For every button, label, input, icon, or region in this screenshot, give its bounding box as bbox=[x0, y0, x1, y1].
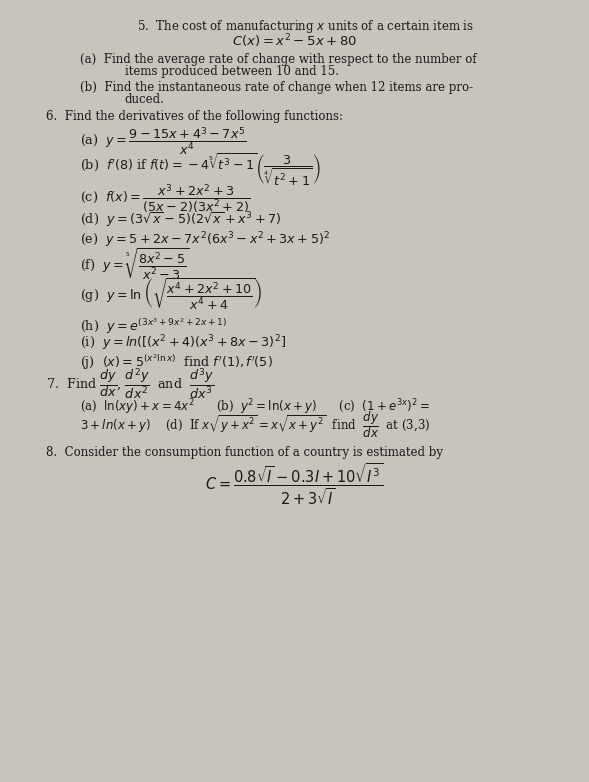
Text: (f)  $y = \sqrt[5]{\dfrac{8x^2 - 5}{x^2 - 3}}$: (f) $y = \sqrt[5]{\dfrac{8x^2 - 5}{x^2 -… bbox=[80, 247, 189, 282]
Text: (b)  Find the instantaneous rate of change when 12 items are pro-: (b) Find the instantaneous rate of chang… bbox=[80, 81, 473, 94]
Text: 7.  Find $\dfrac{dy}{dx}$, $\dfrac{d^2y}{dx^2}$  and  $\dfrac{d^3y}{dx^3}$: 7. Find $\dfrac{dy}{dx}$, $\dfrac{d^2y}{… bbox=[46, 367, 214, 401]
Text: 5.  The cost of manufacturing $x$ units of a certain item is: 5. The cost of manufacturing $x$ units o… bbox=[137, 19, 474, 35]
Text: (e)  $y = 5 + 2x - 7x^2(6x^3 - x^2 + 3x + 5)^2$: (e) $y = 5 + 2x - 7x^2(6x^3 - x^2 + 3x +… bbox=[80, 230, 330, 249]
Text: (b)  $f'(8)$ if $f(t) = -4\sqrt[5]{t^3 - 1}\left(\dfrac{3}{\sqrt[4]{t^2+1}}\righ: (b) $f'(8)$ if $f(t) = -4\sqrt[5]{t^3 - … bbox=[80, 152, 320, 188]
Text: (d)  $y = (3\sqrt{x} - 5)(2\sqrt{x} + x^3 + 7)$: (d) $y = (3\sqrt{x} - 5)(2\sqrt{x} + x^3… bbox=[80, 211, 281, 231]
Text: (a)  $\ln(xy) + x = 4x^2$      (b)  $y^2 = \ln(x + y)$      (c)  $(1 + e^{3x})^2: (a) $\ln(xy) + x = 4x^2$ (b) $y^2 = \ln(… bbox=[80, 397, 429, 417]
Text: $C = \dfrac{0.8\sqrt{I} - 0.3I + 10\sqrt{I^3}}{2 + 3\sqrt{I}}$: $C = \dfrac{0.8\sqrt{I} - 0.3I + 10\sqrt… bbox=[206, 462, 383, 508]
Text: (g)  $y = \ln\left(\sqrt{\dfrac{x^4 + 2x^2 + 10}{x^4 + 4}}\right)$: (g) $y = \ln\left(\sqrt{\dfrac{x^4 + 2x^… bbox=[80, 277, 262, 312]
Text: items produced between 10 and 15.: items produced between 10 and 15. bbox=[125, 65, 339, 78]
Text: (h)  $y = e^{(3x^3+9x^2+2x+1)}$: (h) $y = e^{(3x^3+9x^2+2x+1)}$ bbox=[80, 316, 226, 335]
Text: $C(x) = x^2 - 5x + 80$: $C(x) = x^2 - 5x + 80$ bbox=[232, 32, 357, 49]
Text: (a)  Find the average rate of change with respect to the number of: (a) Find the average rate of change with… bbox=[80, 52, 477, 66]
Text: (j)  $(x) = 5^{(x^2 \ln x)}$  find $f'(1), f'(5)$: (j) $(x) = 5^{(x^2 \ln x)}$ find $f'(1),… bbox=[80, 352, 273, 371]
Text: (a)  $y = \dfrac{9 - 15x + 4^3 - 7x^5}{x^4}$: (a) $y = \dfrac{9 - 15x + 4^3 - 7x^5}{x^… bbox=[80, 125, 246, 157]
Text: 8.  Consider the consumption function of a country is estimated by: 8. Consider the consumption function of … bbox=[46, 446, 443, 459]
Text: (c)  $f(x) = \dfrac{x^3 + 2x^2 + 3}{(5x-2)(3x^2+2)}$: (c) $f(x) = \dfrac{x^3 + 2x^2 + 3}{(5x-2… bbox=[80, 182, 250, 215]
Text: duced.: duced. bbox=[125, 93, 165, 106]
Text: $3 + ln(x+y)$    (d)  If $x\sqrt{y + x^2} = x\sqrt{x + y^2}$  find  $\dfrac{dy}{: $3 + ln(x+y)$ (d) If $x\sqrt{y + x^2} = … bbox=[80, 409, 430, 440]
Text: 6.  Find the derivatives of the following functions:: 6. Find the derivatives of the following… bbox=[46, 110, 343, 123]
Text: (i)  $y = ln([(x^2+4)(x^3+8x-3)^2]$: (i) $y = ln([(x^2+4)(x^3+8x-3)^2]$ bbox=[80, 333, 286, 353]
